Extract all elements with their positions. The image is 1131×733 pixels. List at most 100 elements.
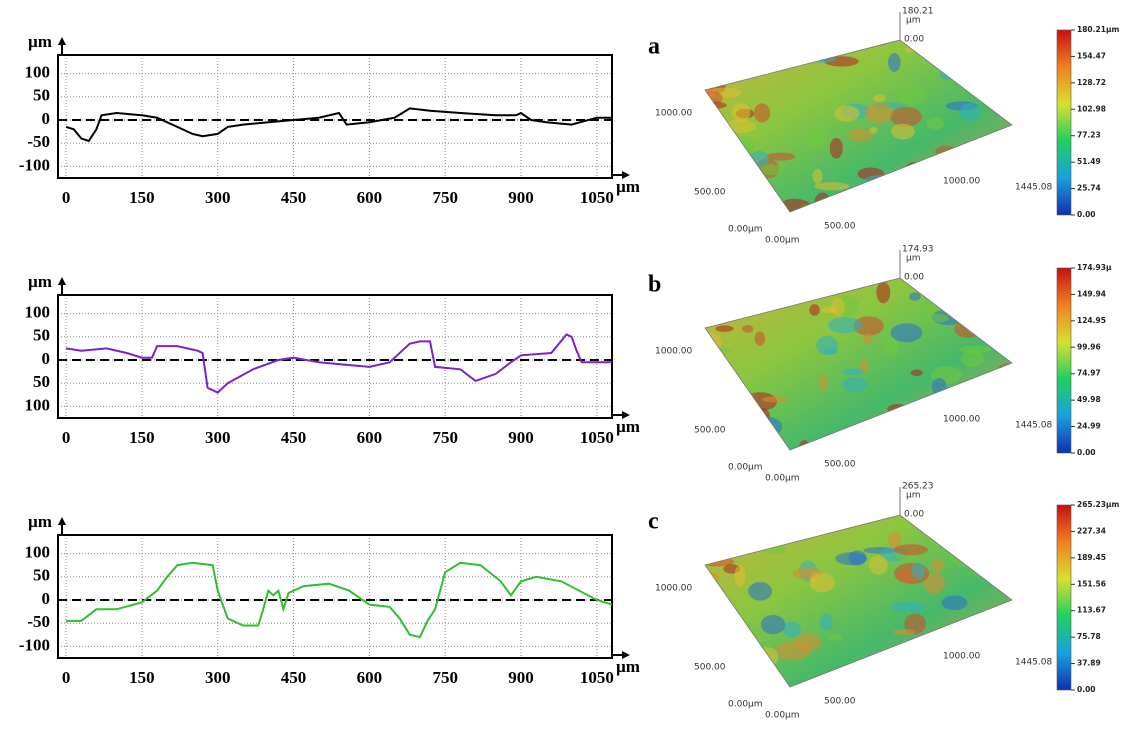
surface-bump [888, 531, 902, 549]
z-zero-label: 0.00 [904, 35, 924, 45]
surface-bump [876, 281, 891, 304]
x-axis-unit: µm [616, 177, 640, 196]
surface-bump [761, 396, 789, 403]
arrow-head [58, 37, 66, 45]
surface-bump [853, 316, 884, 336]
surface-bump [768, 54, 797, 62]
axis-label: 1000.00 [943, 177, 980, 187]
y-tick-label: 50 [33, 566, 50, 585]
surface-bump [1003, 606, 1012, 627]
surface-bump [754, 331, 766, 346]
y-tick-label: 100 [25, 395, 51, 414]
surface-bump [748, 416, 783, 437]
surface-edge [704, 277, 1013, 451]
surface-bump [926, 278, 948, 289]
z-top-label: 180.21 [902, 7, 934, 17]
surface-bump [705, 331, 722, 354]
surface-bump [988, 86, 1012, 101]
surface-bump [740, 416, 757, 430]
surface-bump [705, 368, 711, 390]
surface-bump [888, 53, 901, 72]
surface-bump [1000, 627, 1012, 649]
surface-bump [977, 285, 989, 306]
y-axis-unit: µm [28, 32, 52, 51]
surface-bump [896, 85, 926, 105]
surface-bump [868, 40, 881, 44]
surface-bump [979, 287, 992, 294]
x-tick-label: 300 [205, 668, 231, 687]
colorbar-tick-label: 189.45 [1077, 553, 1106, 562]
surface-bump [835, 552, 867, 566]
x-tick-label: 0 [62, 428, 71, 447]
surface-bump [911, 561, 925, 580]
surface-render [704, 277, 1013, 451]
surface-bump [962, 515, 987, 517]
x-tick-label: 900 [508, 428, 534, 447]
surface-bump [987, 397, 1000, 410]
panel-label: c [648, 509, 659, 535]
surface-bump [734, 565, 746, 587]
axis-label: 1445.08 [1015, 658, 1052, 668]
surface-render [704, 39, 1013, 213]
surface-bump [824, 347, 839, 355]
y-tick-label: 50 [33, 86, 50, 105]
y-tick-label: 50 [33, 326, 50, 345]
surface-bump [908, 164, 939, 185]
x-tick-label: 0 [62, 668, 71, 687]
y-tick-label: 100 [25, 62, 51, 81]
surface-bump [1002, 171, 1012, 181]
surface-bump [808, 282, 837, 293]
surface-bump [812, 168, 823, 184]
surface-bump [967, 436, 994, 450]
surface-bump [868, 555, 888, 575]
colorbar-tick-label: 0.00 [1077, 210, 1096, 219]
surface-bump [705, 347, 731, 356]
y-tick-label: 100 [25, 302, 51, 321]
y-tick-label: 50 [33, 372, 50, 391]
y-tick-label: -100 [19, 155, 50, 174]
surface-bump [997, 363, 1012, 377]
colorbar-tick-label: 24.99 [1077, 422, 1101, 431]
surface-bump [723, 676, 748, 687]
surface-bump [938, 422, 956, 438]
surface-bump [848, 673, 878, 684]
arrow-head [622, 651, 630, 659]
y-axis-unit: µm [28, 512, 52, 531]
surface-bump [762, 515, 784, 526]
colorbar-tick-label: 74.97 [1077, 369, 1101, 378]
surface-bump [892, 628, 916, 636]
surface-bump [776, 198, 813, 212]
x-tick-label: 150 [129, 428, 155, 447]
surface-bump [762, 530, 778, 540]
surface-bump [708, 644, 734, 653]
axis-label: 1000.00 [943, 415, 980, 425]
surface-bump [757, 293, 775, 310]
surface-bump [834, 40, 869, 44]
axis-label: 1445.08 [1015, 421, 1052, 431]
surface-bump [778, 523, 813, 536]
y-tick-label: -50 [27, 132, 50, 151]
surface-bump [731, 103, 751, 122]
x-tick-label: 600 [357, 668, 383, 687]
surface-bump [955, 40, 980, 46]
x-tick-label: 150 [129, 668, 155, 687]
profile-line [65, 333, 612, 394]
arrow-head [58, 517, 66, 525]
surface-bump [889, 106, 922, 127]
surface-bump [986, 62, 997, 78]
surface-bump [924, 573, 945, 595]
surface-bump [828, 316, 863, 334]
surface-bump [909, 292, 921, 301]
surface-bump [841, 376, 868, 392]
surface-bump [861, 175, 897, 193]
y-tick-label: 0 [42, 589, 51, 608]
surface-bump [959, 103, 981, 121]
surface-bump [743, 425, 775, 434]
colorbar-tick-label: 0.00 [1077, 685, 1096, 694]
x-tick-label: 300 [205, 428, 231, 447]
surface-render [704, 514, 1013, 688]
surface-bump [705, 108, 714, 116]
z-unit: µm [906, 491, 921, 501]
colorbar [1056, 504, 1072, 691]
surface-bump [887, 404, 909, 415]
